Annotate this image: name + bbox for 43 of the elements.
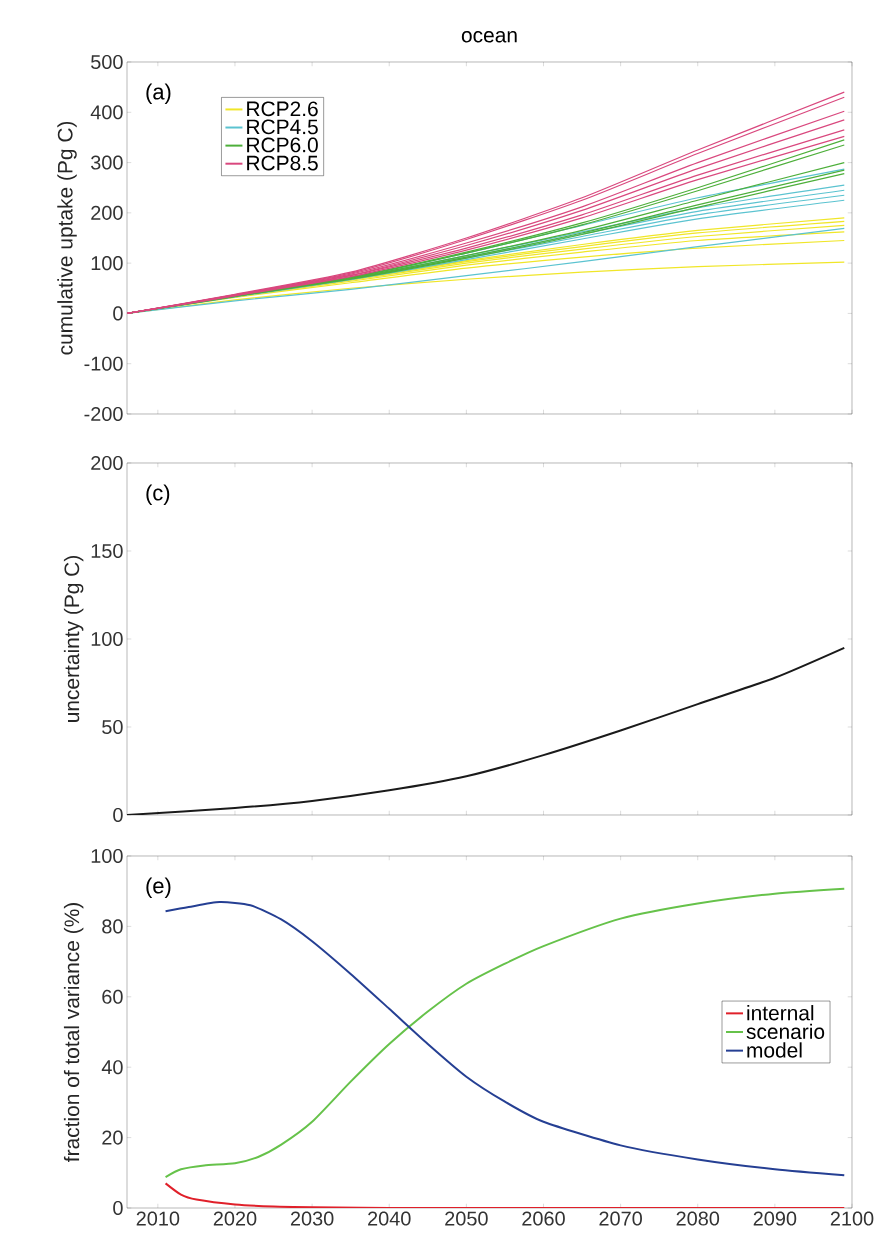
- x-tick-label: 2060: [522, 1211, 565, 1226]
- y-tick-label: 500: [91, 54, 123, 70]
- y-tick-label: -200: [84, 406, 123, 422]
- y-tick-label: 100: [91, 848, 123, 864]
- x-tick-label: 2070: [599, 1211, 642, 1226]
- y-tick-label: 80: [102, 919, 123, 934]
- annotation: (a): [146, 83, 171, 104]
- annotation: (e): [146, 877, 171, 898]
- y-tick-label: 40: [101, 1060, 123, 1075]
- x-tick-label: 2030: [290, 1211, 334, 1226]
- x-tick-label: 2040: [368, 1211, 411, 1226]
- y-axis-title: cumulative uptake (Pg C): [57, 121, 77, 355]
- x-tick-label: 2080: [676, 1211, 720, 1226]
- y-tick-label: 20: [102, 1130, 123, 1145]
- y-tick-label: 150: [91, 543, 123, 559]
- legend-label: model: [747, 1042, 802, 1058]
- y-tick-label: 100: [91, 631, 123, 647]
- x-tick-label: 2050: [445, 1211, 488, 1226]
- y-tick-label: 300: [91, 155, 123, 170]
- y-tick-label: 0: [113, 306, 123, 321]
- legend-label: RCP6.0: [247, 137, 318, 153]
- legend-label: RCP4.5: [247, 119, 318, 135]
- annotation: (c): [146, 484, 170, 505]
- legend-label: internal: [747, 1005, 814, 1021]
- x-tick-label: 2090: [753, 1211, 797, 1226]
- y-tick-label: 100: [91, 256, 123, 271]
- y-tick-label: -100: [84, 356, 123, 371]
- y-axis-title: fraction of total variance (%): [63, 903, 84, 1162]
- y-tick-label: 0: [113, 807, 123, 823]
- legend-label: scenario: [746, 1023, 825, 1040]
- y-tick-label: 0: [113, 1200, 123, 1216]
- legend-label: RCP2.6: [247, 101, 318, 117]
- y-axis-title: uncertainty (Pg C): [63, 556, 84, 722]
- x-tick-label: 2100: [830, 1211, 874, 1226]
- legend-label: RCP8.5: [247, 155, 318, 171]
- y-tick-label: 200: [91, 205, 123, 220]
- y-tick-label: 200: [91, 455, 123, 471]
- x-tick-label: 2010: [136, 1211, 180, 1226]
- x-tick-label: 2020: [213, 1211, 257, 1226]
- y-tick-label: 60: [102, 989, 123, 1004]
- y-tick-label: 400: [90, 105, 123, 120]
- chart-title: ocean: [461, 31, 517, 43]
- y-tick-label: 50: [102, 719, 123, 735]
